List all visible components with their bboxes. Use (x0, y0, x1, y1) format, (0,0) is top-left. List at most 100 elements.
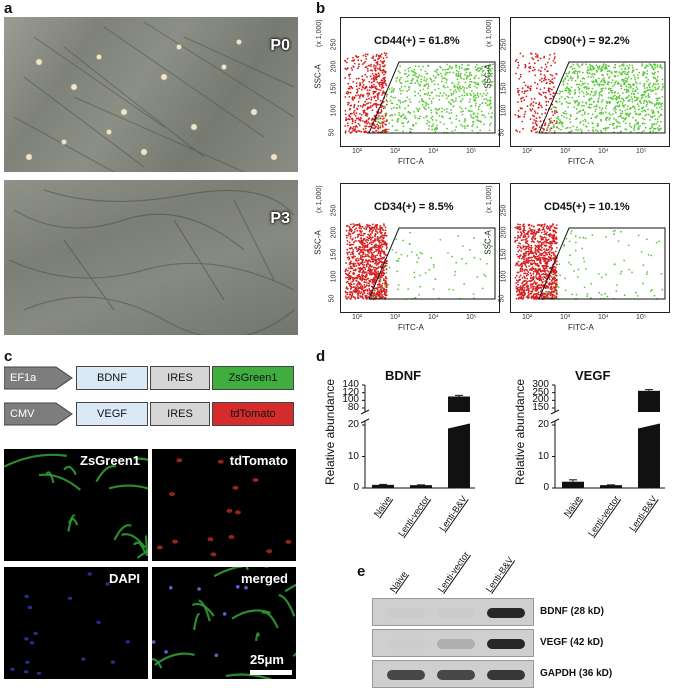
micrograph-p0: P0 (4, 17, 298, 172)
bar-upper-2 (448, 396, 470, 412)
gene-box: VEGF (76, 402, 148, 426)
facs-xlabel: FITC-A (398, 157, 424, 166)
facs-y-multiplier: (x 1,000) (486, 19, 493, 47)
bar-lower-2 (448, 421, 470, 488)
promoter-label: CMV (10, 408, 35, 420)
bar-ylabel: Relative abundance (513, 378, 528, 486)
bar-ytick-label: 140 (342, 379, 359, 390)
facs-plot-4 (510, 183, 670, 313)
wb-strip-1 (372, 598, 534, 626)
facs-scatter (344, 223, 496, 300)
facs-plot-3 (340, 183, 500, 313)
facs-plot-2 (510, 17, 670, 147)
promoter-label: EF1a (10, 372, 37, 384)
panel-b-letter: b (316, 0, 326, 17)
panel-e-letter: e (357, 563, 366, 580)
wb-strip-2 (372, 629, 534, 657)
scale-bar-label: 25μm (250, 652, 284, 667)
facs-y-multiplier: (x 1,000) (316, 185, 323, 213)
fluor-merged: merged (152, 567, 296, 679)
facs-xlabel: FITC-A (568, 157, 594, 166)
facs-gate (538, 61, 666, 134)
facs-ytick: 50 (328, 128, 336, 137)
facs-ytick: 250 (500, 38, 508, 51)
promoter-arrow (4, 402, 73, 426)
bar-lower-2 (638, 421, 660, 488)
bar-1 (410, 485, 432, 488)
facs-ytick: 150 (330, 248, 338, 261)
fluor-label: DAPI (108, 571, 140, 586)
facs-xlabel: FITC-A (568, 323, 594, 332)
ires-box: IRES (150, 402, 210, 426)
wb-band (487, 670, 525, 680)
facs-stat-3: CD34(+) = 8.5% (374, 201, 454, 213)
facs-xlabel: FITC-A (398, 323, 424, 332)
bar-break (446, 412, 472, 429)
facs-gate (368, 227, 496, 300)
facs-ytick: 150 (330, 82, 338, 95)
facs-ytick: 50 (498, 128, 506, 137)
bar-ytick-label: 10 (537, 450, 549, 462)
fluor-dapi: DAPI (4, 567, 148, 679)
construct-row-2: CMV VEGF IRES tdTomato (4, 402, 298, 426)
fluor-signal (4, 453, 148, 559)
facs-ytick: 250 (330, 38, 338, 51)
fluor-signal (10, 572, 130, 675)
p0-tag: P0 (270, 37, 290, 54)
bar-ytick-label: 10 (347, 450, 359, 462)
facs-ytick: 100 (330, 104, 338, 117)
wb-band-label: GAPDH (36 kD) (540, 668, 613, 679)
gene-box: BDNF (76, 366, 148, 390)
facs-scatter (344, 52, 496, 134)
facs-ylabel: SSC-A (313, 64, 323, 89)
bar-0 (562, 481, 584, 488)
facs-ylabel: SSC-A (483, 64, 493, 89)
facs-ytick: 50 (498, 294, 506, 303)
fluor-signal (152, 567, 296, 679)
panel-d-letter: d (316, 348, 326, 365)
facs-ytick: 200 (500, 60, 508, 73)
fluor-label: merged (241, 571, 288, 586)
fluor-signal (156, 458, 292, 557)
facs-xtick: 10⁴ (428, 148, 439, 155)
facs-ytick: 100 (500, 270, 508, 283)
micrograph-p3: P3 (4, 180, 298, 335)
bar-ytick-label: 20 (347, 419, 359, 430)
facs-stat-2: CD90(+) = 92.2% (544, 35, 630, 47)
promoter-arrow (4, 366, 73, 390)
bar-chart-bdnf (360, 384, 475, 489)
facs-stat-1: CD44(+) = 61.8% (374, 35, 460, 47)
facs-ytick: 150 (500, 82, 508, 95)
p3-tag: P3 (270, 210, 290, 227)
bar-ytick-label: 20 (537, 419, 549, 430)
bar-0 (372, 484, 394, 488)
facs-ytick: 200 (330, 60, 338, 73)
panel-a-letter: a (4, 0, 13, 17)
facs-ytick: 50 (328, 294, 336, 303)
facs-ytick: 200 (500, 226, 508, 239)
construct-row-1: EF1a BDNF IRES ZsGreen1 (4, 366, 298, 390)
facs-ylabel: SSC-A (313, 230, 323, 255)
facs-xtick: 10⁵ (636, 314, 647, 321)
reporter-box: ZsGreen1 (212, 366, 294, 390)
wb-band-label: VEGF (42 kD) (540, 637, 604, 648)
p3-cell-texture (8, 189, 295, 335)
facs-xtick: 10² (352, 148, 363, 155)
facs-xtick: 10² (522, 314, 533, 321)
facs-xtick: 10³ (560, 148, 571, 155)
bar-1 (600, 485, 622, 488)
facs-xtick: 10³ (390, 148, 401, 155)
facs-gate (368, 61, 496, 134)
facs-xtick: 10³ (560, 314, 571, 321)
facs-ytick: 150 (500, 248, 508, 261)
wb-strip-3 (372, 660, 534, 688)
axis-break-mark (360, 409, 370, 424)
wb-band (387, 639, 425, 649)
facs-ytick: 200 (330, 226, 338, 239)
facs-xtick: 10⁴ (428, 314, 439, 321)
facs-y-multiplier: (x 1,000) (316, 19, 323, 47)
bar-ytick-label: 250 (532, 386, 549, 398)
bar-chart-title: VEGF (575, 368, 611, 383)
fluor-label: ZsGreen1 (80, 453, 140, 468)
bar-ytick-label: 150 (532, 402, 549, 413)
